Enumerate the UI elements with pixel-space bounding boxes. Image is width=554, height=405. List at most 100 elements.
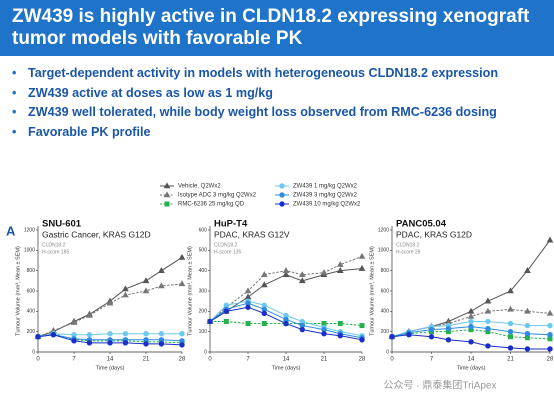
data-point: [86, 311, 93, 318]
x-tick-label: 14: [468, 357, 475, 363]
y-axis-label: Tumour Volume (mm³, Mean ± SEM): [369, 246, 375, 336]
y-tick-label: 800: [381, 268, 390, 274]
y-tick-label: 1000: [378, 248, 389, 254]
data-point: [298, 271, 306, 278]
data-point: [507, 287, 514, 294]
data-point: [223, 319, 229, 324]
data-point: [468, 318, 474, 325]
x-axis-label: Time (days): [457, 365, 486, 371]
bullet: ZW439 well tolerated, while body weight …: [12, 103, 498, 123]
y-tick-label: 0: [32, 349, 35, 355]
data-point: [282, 271, 290, 278]
y-tick-label: 400: [27, 309, 36, 315]
data-point: [70, 318, 78, 325]
y-tick-label: 0: [386, 349, 389, 355]
data-point: [546, 236, 554, 243]
data-point: [507, 320, 514, 327]
y-tick-label: 400: [381, 309, 390, 315]
data-point: [122, 340, 129, 346]
slide-title: ZW439 is highly active in CLDN18.2 expre…: [12, 6, 530, 49]
data-point: [484, 307, 492, 314]
data-point: [389, 334, 395, 340]
data-point: [207, 318, 213, 325]
data-point: [143, 331, 149, 337]
data-point: [321, 331, 327, 337]
annotation: CLDN18.2: [42, 242, 66, 248]
y-tick-label: 600: [27, 288, 36, 294]
bullet: Favorable PK profile: [12, 123, 498, 143]
data-point: [428, 334, 435, 340]
y-tick-label: 300: [199, 288, 208, 294]
legend-marker: [279, 183, 285, 189]
x-tick-label: 28: [547, 357, 554, 363]
x-tick-label: 7: [430, 357, 434, 363]
data-point: [122, 331, 129, 337]
legend-label: ZW439 3 mg/kg Q2Wx2: [293, 193, 358, 199]
data-point: [260, 281, 268, 288]
data-point: [507, 305, 514, 312]
legend-marker: [279, 201, 285, 207]
y-tick-label: 400: [199, 268, 208, 274]
x-tick-label: 0: [208, 357, 212, 363]
x-tick-label: 14: [107, 357, 114, 363]
data-point: [485, 325, 491, 332]
x-tick-label: 21: [143, 357, 150, 363]
y-tick-label: 600: [381, 288, 390, 294]
watermark: 公众号 · 鼎泰集团TriApex: [384, 379, 497, 392]
data-point: [547, 332, 553, 338]
x-tick-label: 28: [179, 357, 186, 363]
data-point: [485, 318, 491, 325]
x-tick-label: 0: [36, 357, 40, 363]
series-line: [391, 329, 551, 340]
y-tick-label: 600: [199, 227, 208, 233]
y-tick-label: 800: [27, 268, 36, 274]
data-point: [524, 307, 531, 314]
annotation: CLDN18.2: [396, 242, 420, 248]
data-point: [50, 332, 57, 338]
data-point: [107, 331, 113, 337]
data-point: [507, 345, 514, 351]
data-point: [35, 334, 41, 340]
legend-marker: [279, 192, 285, 198]
x-tick-label: 14: [283, 357, 290, 363]
legend-label: Isotype ADC 3 mg/kg Q2Wx2: [178, 193, 257, 199]
data-point: [122, 291, 129, 298]
data-point: [445, 325, 452, 332]
y-tick-label: 200: [199, 309, 208, 315]
data-point: [298, 277, 306, 284]
data-point: [336, 267, 344, 273]
data-point: [358, 252, 366, 259]
data-point: [547, 322, 553, 329]
data-point: [524, 346, 531, 352]
data-point: [261, 321, 267, 327]
chart-title: HuP-T4: [214, 219, 248, 230]
data-point: [428, 326, 435, 333]
chart-title: PANC05.04: [396, 219, 447, 230]
annotation: CLDN18.2: [214, 242, 238, 248]
y-axis-label: Tumour Volume (mm³, Mean ± SEM): [187, 246, 193, 336]
y-tick-label: 1000: [24, 248, 35, 254]
x-tick-label: 21: [507, 357, 514, 363]
data-point: [406, 332, 412, 338]
y-tick-label: 0: [204, 349, 207, 355]
y-tick-label: 1200: [378, 227, 389, 233]
x-tick-label: 0: [390, 357, 394, 363]
data-point: [245, 304, 251, 310]
data-point: [283, 320, 289, 327]
legend-label: Vehicle, Q2Wx2: [178, 184, 221, 190]
annotation: H-score 29: [396, 249, 421, 255]
legend-marker: [164, 201, 170, 207]
chart-title: SNU-601: [42, 219, 82, 230]
data-point: [485, 343, 491, 349]
legend-label: ZW439 10 mg/kg Q2Wx2: [293, 202, 361, 208]
data-point: [337, 333, 343, 339]
data-point: [245, 321, 251, 327]
data-point: [178, 280, 186, 287]
data-point: [158, 341, 165, 347]
data-point: [524, 322, 531, 329]
data-point: [546, 309, 554, 316]
data-point: [359, 323, 365, 329]
data-point: [260, 271, 268, 278]
data-point: [484, 297, 492, 304]
data-point: [261, 310, 267, 317]
